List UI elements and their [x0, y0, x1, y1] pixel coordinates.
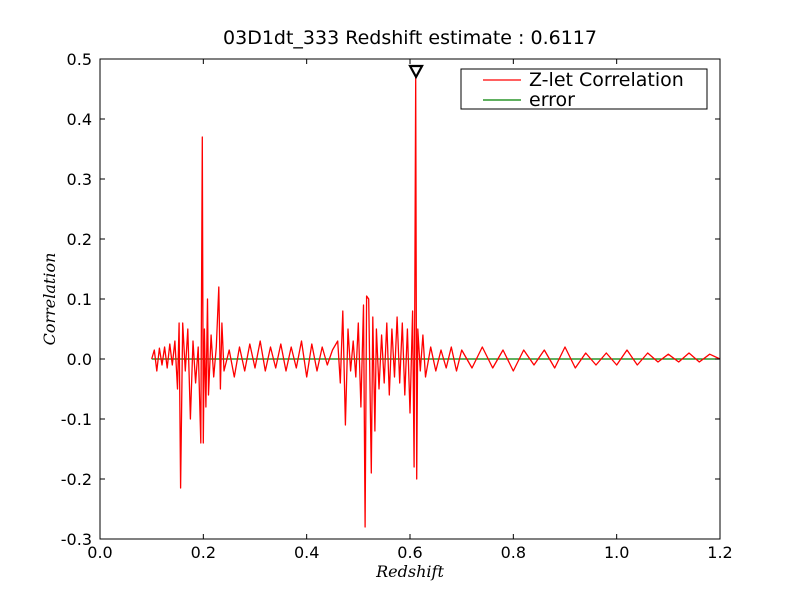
- y-tick-label: 0.2: [67, 230, 92, 249]
- plot-background: [100, 59, 720, 539]
- y-tick-label: 0.3: [67, 170, 92, 189]
- legend-box: [460, 68, 708, 110]
- x-tick-label: 0.0: [87, 543, 112, 562]
- y-tick-label: -0.3: [61, 530, 92, 549]
- chart-title: 03D1dt_333 Redshift estimate : 0.6117: [223, 27, 597, 49]
- x-tick-label: 0.6: [397, 543, 422, 562]
- peak-marker: [408, 64, 424, 80]
- x-tick-label: 1.2: [707, 543, 732, 562]
- legend-entry: Z-let Correlation: [529, 69, 684, 91]
- y-axis: 0.5 0.4 0.3 0.2 0.1 0.0 -0.1 -0.2 -0.3: [61, 50, 720, 549]
- legend-entry: error: [529, 89, 575, 111]
- y-tick-label: -0.1: [61, 410, 92, 429]
- x-tick-label: 0.2: [191, 543, 216, 562]
- y-tick-label: 0.0: [67, 350, 92, 369]
- y-tick-label: 0.1: [67, 290, 92, 309]
- y-tick-label: -0.2: [61, 470, 92, 489]
- y-tick-label: 0.4: [67, 110, 92, 129]
- x-tick-label: 0.8: [501, 543, 526, 562]
- x-tick-label: 0.4: [294, 543, 319, 562]
- x-axis-label: Redshift: [375, 562, 444, 581]
- plot-area: [99, 58, 721, 540]
- x-tick-label: 1.0: [604, 543, 629, 562]
- y-tick-label: 0.5: [67, 50, 92, 69]
- x-axis: 0.0 0.2 0.4 0.6 0.8 1.0 1.2: [87, 59, 733, 562]
- series-line-z-let-correlation: [151, 76, 721, 528]
- y-axis-label: Correlation: [40, 253, 59, 346]
